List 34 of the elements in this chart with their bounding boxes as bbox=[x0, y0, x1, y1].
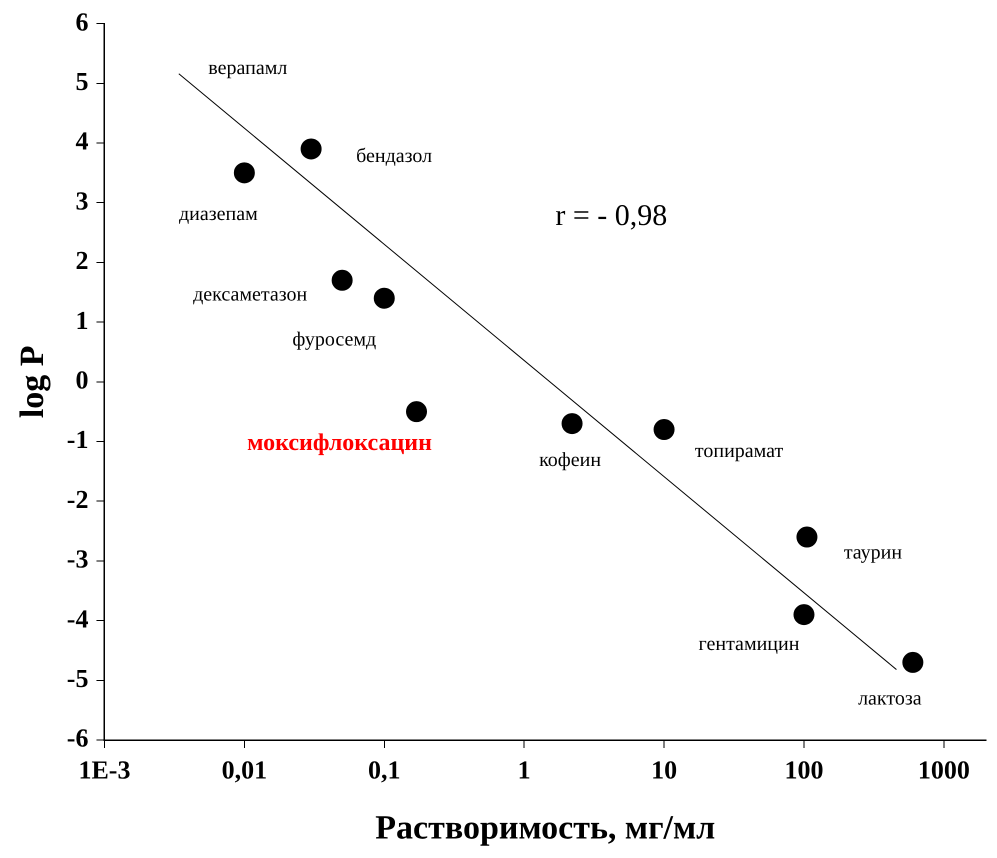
x-tick-label: 100 bbox=[784, 755, 824, 784]
y-tick-label: 2 bbox=[75, 246, 88, 276]
y-tick-label: 3 bbox=[75, 186, 88, 216]
y-tick-label: -1 bbox=[66, 425, 88, 454]
annotation: r = - 0,98 bbox=[555, 198, 668, 232]
x-axis-title: Растворимость, мг/мл bbox=[375, 809, 716, 846]
y-tick-label: -2 bbox=[66, 484, 88, 514]
y-tick-label: 1 bbox=[75, 306, 88, 335]
annotation: лактоза bbox=[858, 688, 922, 710]
annotation: верапамл bbox=[208, 57, 288, 79]
x-tick-label: 1 bbox=[518, 755, 531, 784]
x-tick-label: 1000 bbox=[918, 755, 970, 784]
y-axis-title: log P bbox=[14, 345, 52, 418]
annotation: бендазол bbox=[356, 145, 432, 168]
annotation: моксифлоксацин bbox=[247, 430, 432, 456]
x-tick-label: 0,1 bbox=[368, 755, 401, 784]
annotation: диазепам bbox=[178, 203, 258, 226]
y-tick-label: -5 bbox=[66, 664, 88, 694]
annotation: таурин bbox=[844, 541, 902, 564]
annotation: фуросемд bbox=[292, 328, 376, 350]
y-tick-label: 6 bbox=[75, 7, 88, 36]
y-tick-label: 0 bbox=[75, 366, 88, 395]
y-tick-label: 4 bbox=[75, 126, 88, 156]
y-tick-label: -3 bbox=[66, 544, 88, 574]
y-tick-label: -4 bbox=[66, 604, 88, 634]
annotation: гентамицин bbox=[698, 632, 800, 655]
y-tick-label: 5 bbox=[75, 67, 88, 96]
x-tick-label: 1E-3 bbox=[78, 755, 130, 784]
x-tick-label: 10 bbox=[651, 755, 678, 784]
annotation: кофеин bbox=[539, 448, 602, 471]
y-tick-label: -6 bbox=[66, 724, 88, 753]
x-tick-label: 0,01 bbox=[222, 755, 268, 784]
annotation: дексаметазон bbox=[193, 284, 308, 306]
annotation: топирамат bbox=[694, 440, 784, 462]
